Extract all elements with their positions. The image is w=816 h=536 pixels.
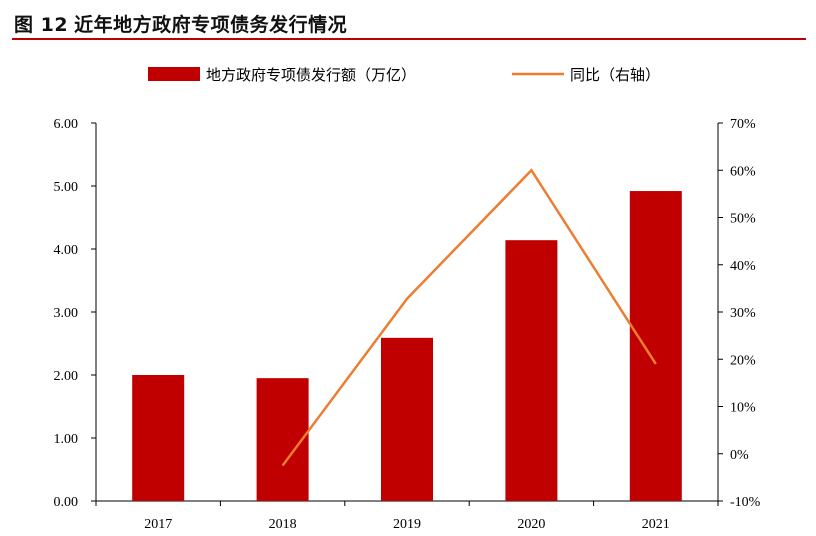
y-left-tick-label: 3.00 bbox=[54, 306, 79, 321]
bar bbox=[256, 378, 309, 501]
legend-line-label: 同比（右轴） bbox=[570, 66, 660, 84]
yoy-series-line bbox=[281, 168, 657, 467]
y-left-tick-label: 0.00 bbox=[54, 495, 79, 510]
figure-number: 图 12 bbox=[14, 14, 69, 36]
x-tick-label: 2018 bbox=[269, 517, 297, 532]
y-left-tick-labels: 0.00 1.00 2.00 3.00 4.00 5.00 6.00 bbox=[54, 117, 79, 510]
y-right-tick-label: 20% bbox=[730, 353, 756, 368]
yoy-line bbox=[281, 168, 657, 467]
x-tick-label: 2020 bbox=[517, 517, 545, 532]
legend-bar-swatch bbox=[148, 67, 200, 81]
figure-title-text: 近年地方政府专项债务发行情况 bbox=[74, 14, 348, 36]
x-tick-label: 2017 bbox=[144, 517, 172, 532]
y-right-tick-label: 60% bbox=[730, 164, 756, 179]
bar bbox=[629, 191, 682, 502]
y-left-tick-label: 1.00 bbox=[54, 432, 79, 447]
x-tick-label: 2019 bbox=[393, 517, 421, 532]
y-right-tick-label: 50% bbox=[730, 212, 756, 227]
bar bbox=[505, 240, 558, 501]
x-tick-label: 2021 bbox=[642, 517, 670, 532]
y-right-tick-label: 70% bbox=[730, 117, 756, 132]
legend: 地方政府专项债发行额（万亿） 同比（右轴） bbox=[148, 66, 660, 84]
bars bbox=[132, 191, 682, 502]
y-left-tick-label: 6.00 bbox=[54, 117, 79, 132]
axes bbox=[91, 122, 723, 506]
y-right-tick-label: 30% bbox=[730, 306, 756, 321]
y-right-tick-label: -10% bbox=[730, 495, 761, 510]
figure-title: 图 12 近年地方政府专项债务发行情况 bbox=[14, 10, 353, 37]
y-left-tick-label: 5.00 bbox=[54, 180, 79, 195]
bar bbox=[132, 375, 185, 501]
y-right-tick-label: 10% bbox=[730, 401, 756, 416]
title-underline bbox=[12, 38, 806, 40]
legend-bar-label: 地方政府专项债发行额（万亿） bbox=[206, 66, 416, 84]
y-right-tick-label: 40% bbox=[730, 259, 756, 274]
y-right-tick-labels: -10% 0% 10% 20% 30% 40% 50% 60% 70% bbox=[730, 117, 761, 510]
bar bbox=[381, 337, 433, 501]
y-right-tick-label: 0% bbox=[730, 448, 749, 463]
y-left-tick-label: 4.00 bbox=[54, 243, 79, 258]
y-left-tick-label: 2.00 bbox=[54, 369, 79, 384]
x-tick-labels: 2017 2018 2019 2020 2021 bbox=[144, 517, 670, 532]
